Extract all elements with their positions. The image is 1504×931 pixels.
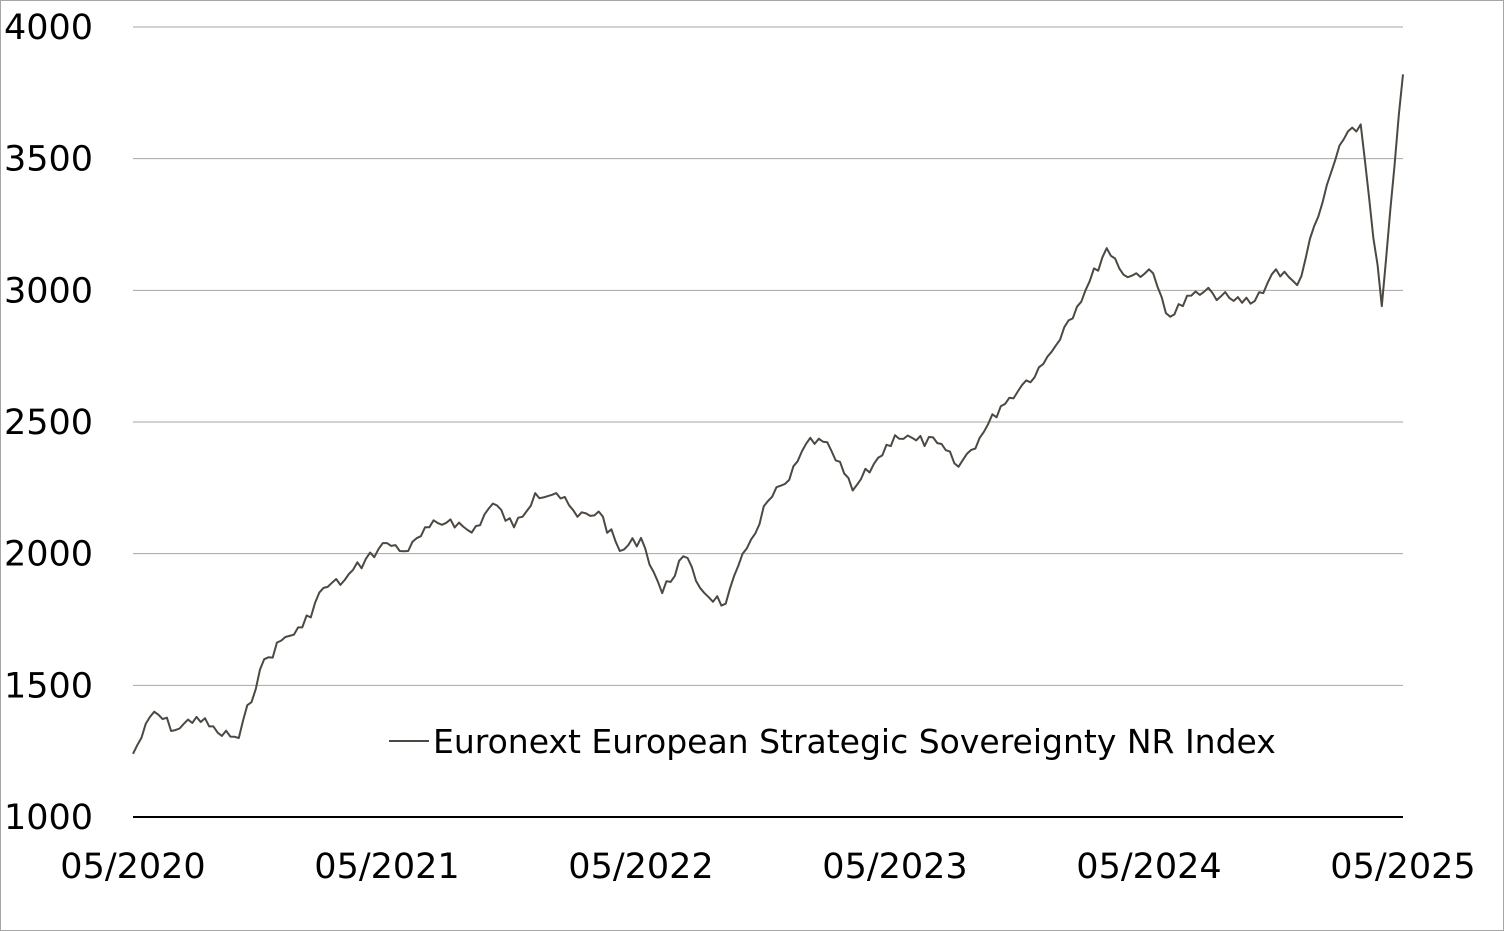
y-tick-label: 4000 [4,8,93,48]
y-tick-label: 3000 [4,271,93,311]
y-tick-label: 2500 [4,403,93,443]
gridlines [133,26,1403,686]
y-tick-label: 1500 [4,666,93,706]
y-tick-label: 1000 [4,798,93,838]
y-tick-labels: 1000 1500 2000 2500 3000 3500 4000 [4,8,93,838]
legend-label: Euronext European Strategic Sovereignty … [433,722,1276,761]
x-tick-labels: 05/2020 05/2021 05/2022 05/2023 05/2024 05/20… [60,847,1475,887]
x-tick-label: 05/2020 [60,847,205,887]
y-tick-label: 2000 [4,535,93,575]
x-tick-label: 05/2021 [314,847,459,887]
x-tick-label: 05/2024 [1076,847,1221,887]
y-tick-label: 3500 [4,140,93,180]
x-tick-label: 05/2023 [822,847,967,887]
x-tick-label: 05/2025 [1330,847,1475,887]
x-tick-label: 05/2022 [568,847,713,887]
legend: Euronext European Strategic Sovereignty … [389,722,1276,761]
series-layer [132,74,1404,755]
series-line [132,74,1404,755]
